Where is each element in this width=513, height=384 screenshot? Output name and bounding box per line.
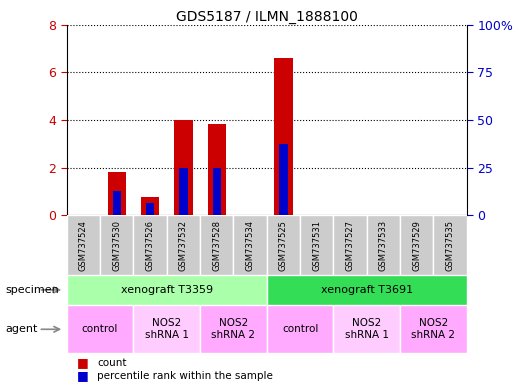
Bar bbox=[200, 215, 233, 275]
Text: GSM737529: GSM737529 bbox=[412, 220, 421, 271]
Bar bbox=[233, 215, 267, 275]
Bar bbox=[67, 215, 100, 275]
Text: agent: agent bbox=[5, 324, 37, 334]
Bar bbox=[333, 305, 400, 353]
Text: GSM737527: GSM737527 bbox=[346, 220, 354, 271]
Text: NOS2
shRNA 1: NOS2 shRNA 1 bbox=[145, 318, 189, 340]
Text: specimen: specimen bbox=[5, 285, 59, 295]
Bar bbox=[141, 197, 159, 215]
Text: NOS2
shRNA 1: NOS2 shRNA 1 bbox=[345, 318, 389, 340]
Bar bbox=[200, 305, 267, 353]
Text: GSM737526: GSM737526 bbox=[146, 220, 154, 271]
Text: GSM737524: GSM737524 bbox=[79, 220, 88, 271]
Text: GSM737528: GSM737528 bbox=[212, 220, 221, 271]
Bar bbox=[274, 58, 292, 215]
Bar bbox=[400, 215, 433, 275]
Text: count: count bbox=[97, 358, 127, 368]
Text: control: control bbox=[82, 324, 118, 334]
Bar bbox=[433, 215, 467, 275]
Text: ■: ■ bbox=[77, 369, 89, 382]
Bar bbox=[400, 305, 467, 353]
Text: GSM737530: GSM737530 bbox=[112, 220, 121, 271]
Bar bbox=[146, 203, 154, 215]
Bar bbox=[67, 305, 133, 353]
Bar bbox=[100, 215, 133, 275]
Bar bbox=[174, 120, 192, 215]
Bar bbox=[112, 191, 121, 215]
Text: GSM737531: GSM737531 bbox=[312, 220, 321, 271]
Bar bbox=[108, 172, 126, 215]
Bar bbox=[133, 305, 200, 353]
Text: control: control bbox=[282, 324, 318, 334]
Text: GSM737532: GSM737532 bbox=[179, 220, 188, 271]
Bar bbox=[333, 215, 367, 275]
Text: NOS2
shRNA 2: NOS2 shRNA 2 bbox=[211, 318, 255, 340]
Text: xenograft T3359: xenograft T3359 bbox=[121, 285, 213, 295]
Text: GDS5187 / ILMN_1888100: GDS5187 / ILMN_1888100 bbox=[176, 10, 358, 23]
Text: GSM737525: GSM737525 bbox=[279, 220, 288, 271]
Bar bbox=[267, 305, 333, 353]
Bar bbox=[267, 215, 300, 275]
Bar bbox=[133, 215, 167, 275]
Bar bbox=[367, 215, 400, 275]
Bar bbox=[167, 215, 200, 275]
Bar bbox=[212, 167, 221, 215]
Bar bbox=[300, 215, 333, 275]
Bar bbox=[179, 167, 188, 215]
Bar bbox=[208, 124, 226, 215]
Text: percentile rank within the sample: percentile rank within the sample bbox=[97, 371, 273, 381]
Bar bbox=[267, 275, 467, 305]
Bar bbox=[67, 275, 267, 305]
Text: GSM737533: GSM737533 bbox=[379, 220, 388, 271]
Text: GSM737534: GSM737534 bbox=[246, 220, 254, 271]
Text: xenograft T3691: xenograft T3691 bbox=[321, 285, 413, 295]
Text: NOS2
shRNA 2: NOS2 shRNA 2 bbox=[411, 318, 456, 340]
Text: GSM737535: GSM737535 bbox=[446, 220, 455, 271]
Text: ■: ■ bbox=[77, 356, 89, 369]
Bar bbox=[279, 144, 288, 215]
